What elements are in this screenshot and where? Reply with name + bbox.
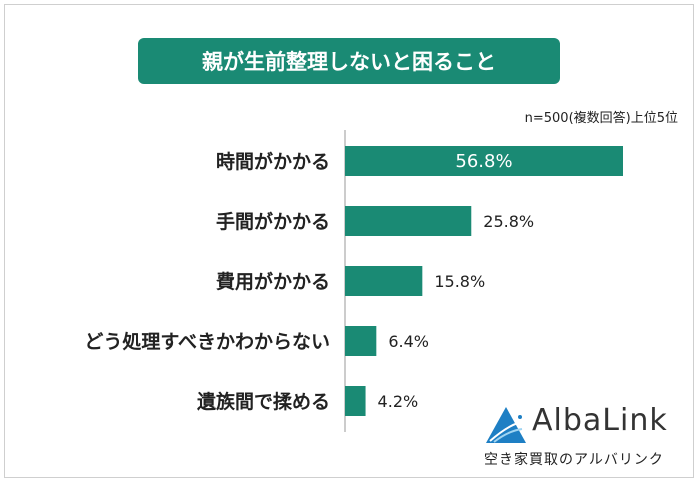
bar: [345, 326, 377, 356]
logo-triangle-icon: [486, 407, 526, 443]
data-label: 4.2%: [378, 392, 419, 411]
data-label: 56.8%: [455, 151, 512, 172]
bar: [345, 206, 472, 236]
bar: [345, 146, 623, 176]
category-label: どう処理すべきかわからない: [84, 330, 330, 353]
brand-name: AlbaLink: [532, 403, 668, 438]
chart-frame: [4, 4, 694, 478]
data-label: 6.4%: [388, 332, 429, 351]
bar: [345, 266, 423, 296]
sample-note: n=500(複数回答)上位5位: [524, 111, 678, 126]
data-label: 15.8%: [434, 272, 485, 291]
brand-tagline: 空き家買取のアルバリンク: [484, 452, 664, 468]
chart-title: 親が生前整理しないと困ること: [138, 38, 560, 84]
category-label: 時間がかかる: [216, 150, 330, 173]
bar: [345, 386, 366, 416]
data-label: 25.8%: [483, 212, 534, 231]
category-label: 遺族間で揉める: [197, 390, 330, 413]
category-label: 費用がかかる: [216, 270, 330, 293]
category-label: 手間がかかる: [216, 210, 330, 233]
